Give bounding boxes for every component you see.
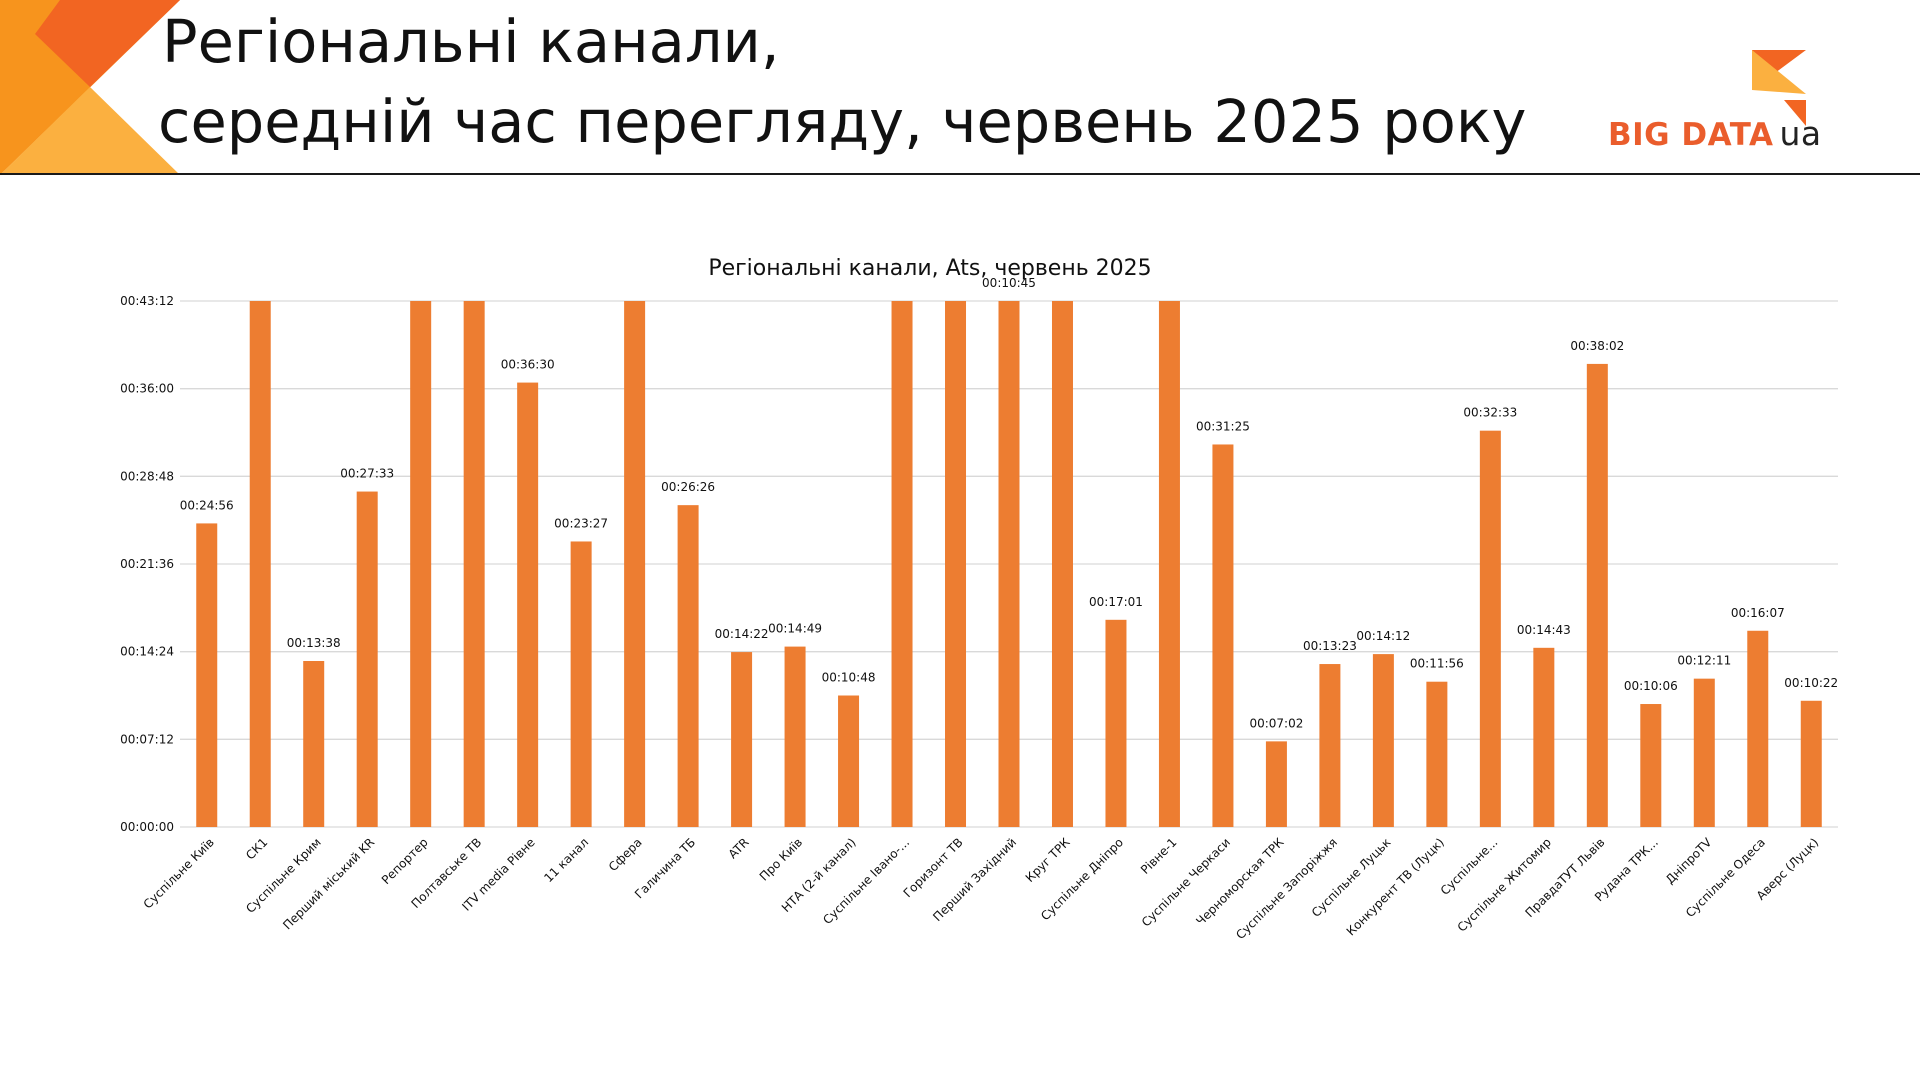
data-label: 00:31:25 [1196,419,1250,433]
bar [1158,301,1180,827]
bar [1693,678,1715,827]
x-tick-label: Рівне-1 [1138,835,1180,877]
bar [249,301,271,827]
data-label: 00:14:22 [715,627,769,641]
header-divider [0,173,1920,175]
logo-suffix-text: ua [1779,114,1822,153]
bar [1319,664,1341,827]
x-tick-label: Репортер [379,835,431,887]
x-tick-label: Суспільне Запоріжжя [1233,835,1340,942]
x-tick-label: Круг ТРК [1023,835,1073,885]
x-tick-label: Суспільне Житомир [1455,835,1554,934]
bar [356,491,378,827]
data-label: 00:24:56 [180,498,234,512]
logo-mark-icon [1752,50,1806,126]
data-label: 00:14:43 [1517,623,1571,637]
data-label: 00:11:56 [1410,657,1464,671]
x-tick-label: 11 канал [541,835,591,885]
x-tick-label: Про Київ [757,835,805,883]
bar [1533,647,1555,827]
bar [1800,700,1822,827]
x-tick-label: ДніпроTV [1663,835,1715,887]
y-tick-label: 00:43:12 [120,294,174,308]
x-tick-label: Суспільне Київ [141,835,217,911]
bar [998,301,1020,827]
data-labels: 00:24:56 00:13:38 00:27:33 00:36:30 00:23:27… [180,276,1838,730]
data-label: 00:16:07 [1731,606,1785,620]
y-tick-label: 00:36:00 [120,382,174,396]
data-label: 00:26:26 [661,480,715,494]
bar [517,382,539,827]
corner-decoration [0,0,180,175]
x-tick-label: СК1 [243,835,270,862]
bar [624,301,646,827]
page-title: Регіональні канали, середній час перегля… [158,2,1526,162]
logo-main-text: BIG DATA [1608,117,1774,153]
chart-title: Регіональні канали, Ats, червень 2025 [708,256,1151,281]
bar [1479,430,1501,827]
bar-chart: Регіональні канали, Ats, червень 2025 00… [120,256,1838,942]
y-tick-label: 00:14:24 [120,645,174,659]
data-label: 00:14:12 [1356,629,1410,643]
x-tick-label: Суспільне Черкаси [1139,835,1233,929]
logo-text: BIG DATA ua [1608,114,1822,153]
y-axis-ticks: 00:00:00 00:07:12 00:14:24 00:21:36 00:28:48… [120,294,174,834]
bar [784,646,806,827]
x-tick-label: Конкурент ТВ (Луцк) [1344,835,1447,938]
bar [196,523,218,827]
y-tick-label: 00:21:36 [120,557,174,571]
brand-logo: BIG DATA ua [1600,44,1840,159]
y-tick-label: 00:00:00 [120,820,174,834]
data-label: 00:10:22 [1784,676,1838,690]
data-label: 00:10:48 [822,671,876,685]
bar [1212,444,1234,827]
data-label: 00:38:02 [1570,339,1624,353]
bar [731,652,753,827]
data-label: 00:12:11 [1677,654,1731,668]
bar [463,301,485,827]
bar [1105,619,1127,827]
bar [891,301,913,827]
data-label: 00:07:02 [1249,716,1303,730]
y-tick-label: 00:07:12 [120,732,174,746]
data-label: 00:13:38 [287,636,341,650]
bar [570,541,592,827]
bar [1747,630,1769,827]
data-label: 00:36:30 [501,358,555,372]
data-label: 00:13:23 [1303,639,1357,653]
data-label: 00:23:27 [554,516,608,530]
y-tick-label: 00:28:48 [120,469,174,483]
x-tick-label: Перший міський KR [280,835,377,932]
data-label: 00:14:49 [768,622,822,636]
page-title-line-1: Регіональні канали, [162,7,780,76]
bar [303,661,325,827]
x-tick-label: ATR [726,835,752,861]
bar [677,505,699,827]
bar [838,695,860,827]
data-label: 00:27:33 [340,467,394,481]
slide-header: Регіональні канали, середній час перегля… [0,0,1920,175]
bar [1640,704,1662,827]
bar [945,301,967,827]
bar [410,301,432,827]
bar [1426,681,1448,827]
page-title-line-2: середній час перегляду, червень 2025 рок… [158,87,1527,156]
data-label: 00:32:33 [1463,406,1517,420]
bar [1265,741,1287,827]
bar [1372,654,1394,827]
bar [1586,363,1608,827]
data-label: 00:10:06 [1624,679,1678,693]
data-label: 00:17:01 [1089,595,1143,609]
x-tick-label: Сфера [606,835,645,874]
chart-bars [196,301,1822,827]
x-tick-label: Черноморская ТРК [1193,835,1286,928]
data-label: 00:10:45 [982,276,1036,290]
bar [1051,301,1073,827]
